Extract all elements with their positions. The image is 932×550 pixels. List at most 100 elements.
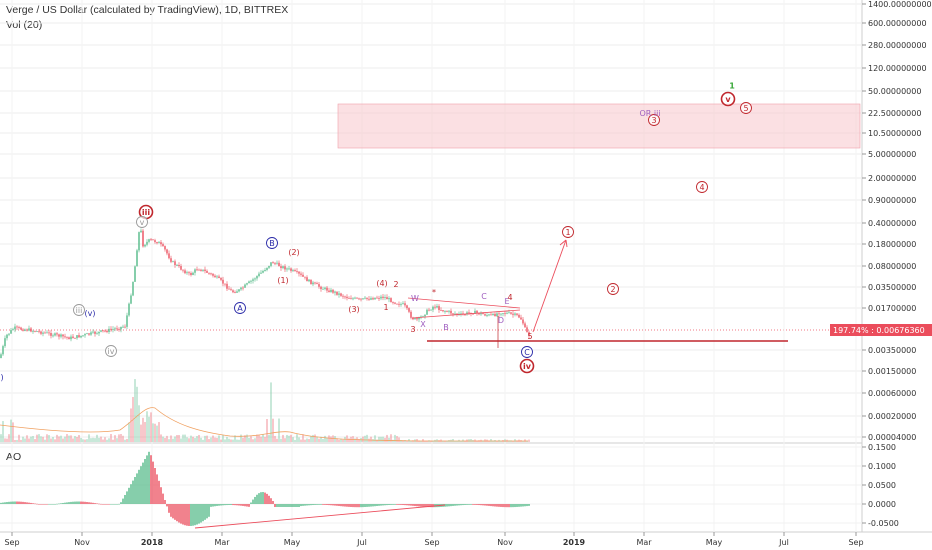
ao-bar bbox=[466, 504, 468, 505]
wave-label: (3) bbox=[348, 305, 359, 314]
candle-body bbox=[200, 269, 202, 271]
volume-bar bbox=[64, 436, 66, 442]
ao-bar bbox=[274, 504, 276, 507]
volume-bar bbox=[384, 437, 386, 442]
candle-body bbox=[116, 328, 118, 330]
candle-body bbox=[290, 268, 292, 271]
candle-body bbox=[382, 296, 384, 298]
ao-bar bbox=[426, 504, 428, 508]
candle-body bbox=[322, 288, 324, 290]
volume-bar bbox=[370, 436, 372, 442]
wave-label: * bbox=[432, 288, 436, 297]
ao-bar bbox=[396, 504, 398, 505]
volume-bar bbox=[166, 435, 168, 442]
wave-label-circle bbox=[740, 102, 752, 114]
candle-body bbox=[218, 276, 220, 279]
ao-bar bbox=[244, 504, 246, 507]
candle-body bbox=[418, 317, 420, 320]
volume-bar bbox=[164, 437, 166, 442]
volume-bar bbox=[96, 434, 98, 442]
ao-bar bbox=[32, 503, 34, 504]
volume-bar bbox=[320, 436, 322, 442]
ao-axis[interactable]: 0.1500 0.1000 0.0500 0.0000 -0.0500 bbox=[862, 443, 899, 528]
volume-bar bbox=[340, 438, 342, 442]
candle-body bbox=[238, 289, 240, 292]
price-axis[interactable]: 1400.00000000 600.00000000 280.00000000 120… bbox=[830, 0, 932, 442]
ao-bar bbox=[92, 502, 94, 504]
ao-bar bbox=[430, 504, 432, 508]
ao-bar bbox=[168, 504, 170, 513]
volume-bar bbox=[50, 438, 52, 442]
ao-bar bbox=[58, 503, 60, 505]
candle-body bbox=[300, 273, 302, 275]
volume-bar bbox=[490, 439, 492, 442]
volume-bar bbox=[236, 439, 238, 442]
volume-bar bbox=[352, 436, 354, 442]
candle-body bbox=[158, 242, 160, 244]
candle-body bbox=[242, 287, 244, 289]
ao-bar bbox=[452, 504, 454, 506]
volume-bar bbox=[202, 439, 204, 442]
candle-body bbox=[348, 298, 350, 299]
ao-bar bbox=[384, 504, 386, 506]
candle-body bbox=[50, 332, 52, 336]
wave-label: 1 bbox=[383, 303, 388, 312]
candle-body bbox=[102, 330, 104, 332]
ao-bar bbox=[64, 502, 66, 504]
candle-body bbox=[54, 333, 56, 336]
candle-body bbox=[400, 303, 402, 305]
candle-body bbox=[40, 331, 42, 334]
time-axis[interactable]: Sep Nov 2018 Mar May Jul Sep Nov 2019 Mar May Jul Se… bbox=[4, 532, 864, 547]
ao-bar bbox=[190, 504, 192, 526]
candle-body bbox=[368, 298, 370, 300]
volume-bar bbox=[222, 434, 224, 442]
volume-bar bbox=[8, 434, 10, 442]
volume-bar bbox=[390, 434, 392, 442]
candle-body bbox=[32, 330, 34, 332]
candle-body bbox=[184, 270, 186, 274]
arrow-head bbox=[559, 239, 568, 248]
candle-body bbox=[220, 278, 222, 280]
ao-bar bbox=[160, 487, 162, 504]
candle-body bbox=[266, 267, 268, 270]
volume-bar bbox=[120, 434, 122, 442]
volume-bar bbox=[66, 434, 68, 442]
candle-body bbox=[510, 312, 512, 314]
price-tick-label: 0.08000000 bbox=[868, 262, 916, 271]
volume-bar bbox=[348, 438, 350, 442]
candle-body bbox=[492, 313, 494, 315]
candle-body bbox=[10, 330, 12, 334]
ao-bar bbox=[420, 504, 422, 507]
wave-label: A bbox=[237, 304, 243, 313]
wave-label: (2) bbox=[288, 248, 299, 257]
ao-bar bbox=[394, 504, 396, 505]
ao-bar bbox=[136, 473, 138, 504]
volume-bar bbox=[272, 418, 274, 442]
candle-body bbox=[330, 289, 332, 292]
volume-bar bbox=[336, 438, 338, 442]
candle-body bbox=[398, 303, 400, 305]
candle-body bbox=[38, 331, 40, 333]
wave-label: 4 bbox=[699, 183, 704, 192]
volume-bar bbox=[104, 437, 106, 442]
candle-body bbox=[140, 230, 142, 233]
candle-body bbox=[42, 332, 44, 334]
volume-bar bbox=[206, 435, 208, 442]
wave-label-circle bbox=[519, 358, 535, 374]
ao-bar bbox=[176, 504, 178, 522]
volume-bar bbox=[322, 438, 324, 442]
candle-body bbox=[260, 272, 262, 274]
candle-body bbox=[60, 334, 62, 337]
volume-bar bbox=[246, 434, 248, 442]
wave-label-circle bbox=[607, 283, 619, 295]
candle-body bbox=[14, 326, 16, 330]
wave-label-circle bbox=[73, 304, 85, 316]
ao-bar bbox=[210, 504, 212, 507]
ao-bar bbox=[392, 504, 394, 505]
volume-bar bbox=[44, 439, 46, 442]
volume-bar bbox=[300, 439, 302, 442]
ao-bar bbox=[332, 504, 334, 506]
ao-bar bbox=[456, 504, 458, 506]
ao-bar bbox=[184, 504, 186, 526]
